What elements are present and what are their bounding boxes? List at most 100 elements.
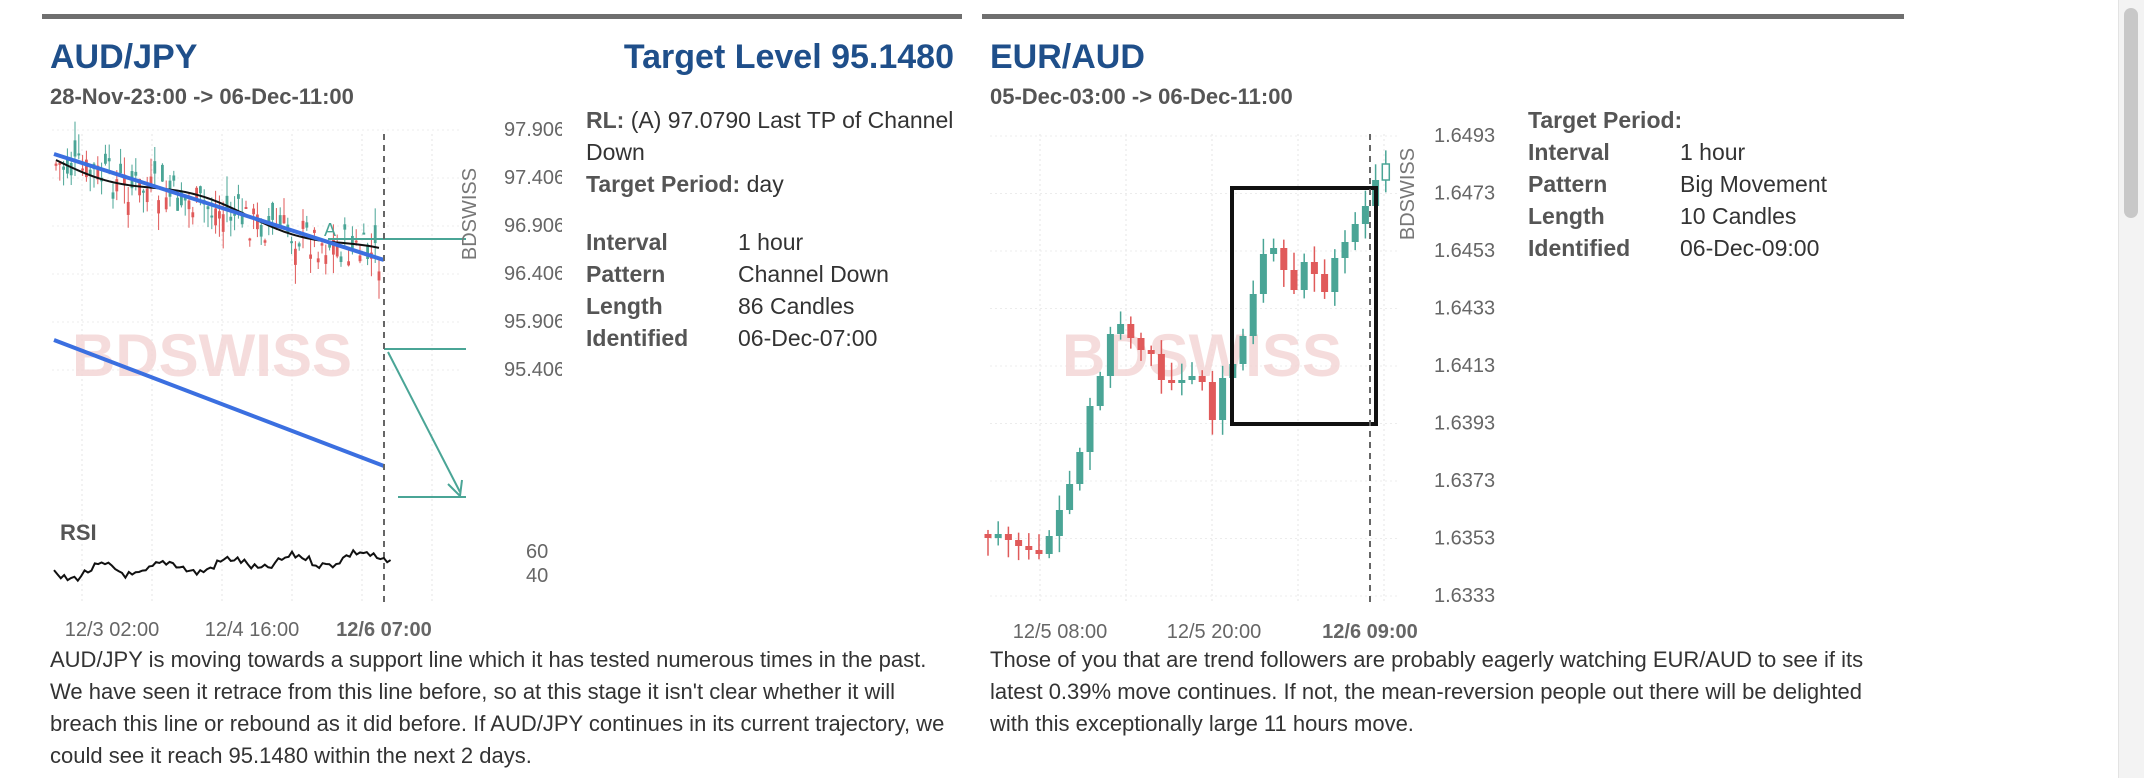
y-tick-label: 1.6333	[1434, 585, 1495, 607]
candle-body	[1055, 510, 1063, 536]
candle-body	[85, 159, 88, 178]
candle-body	[115, 179, 119, 192]
candle-body	[126, 201, 130, 215]
candle-body	[259, 225, 263, 237]
candle-body	[1331, 258, 1339, 292]
candle-body	[1310, 262, 1318, 274]
info-row-length: Length 10 Candles	[1528, 203, 1797, 229]
candle-body	[1004, 534, 1012, 540]
rsi-tick-label: 40	[526, 565, 548, 587]
candle-body	[69, 162, 73, 176]
candle-body	[297, 243, 301, 247]
candle-body	[316, 258, 320, 263]
pattern-panel-audjpy: AUD/JPY Target Level 95.1480 28-Nov-23:0…	[42, 14, 962, 774]
candle-body	[1300, 262, 1308, 290]
candle-body	[104, 153, 107, 164]
candle-body	[1137, 338, 1145, 350]
pair-title[interactable]: EUR/AUD	[990, 38, 1145, 76]
channel-upper-line	[53, 152, 385, 262]
info-row-pattern: Pattern Channel Down	[586, 261, 889, 287]
candle-body	[111, 192, 115, 199]
y-tick-label: 96.4066	[504, 263, 562, 285]
y-tick-label: 1.6433	[1434, 298, 1495, 320]
candle-body	[229, 216, 233, 221]
audjpy-chart: BDSWISS A BDSWISS 97.906697.406696.90669…	[52, 119, 562, 641]
candle-body	[301, 220, 305, 229]
candle-body	[1178, 380, 1186, 383]
candle-body	[73, 140, 77, 157]
target-period-label: Target Period:	[1528, 107, 1683, 133]
candle-body	[1157, 354, 1165, 380]
candle-body	[218, 211, 221, 219]
y-tick-label: 95.9066	[504, 311, 562, 333]
candles	[984, 150, 1391, 561]
brand-vertical: BDSWISS	[459, 168, 481, 260]
panel-divider	[42, 14, 962, 19]
target-period-label: Target Period:	[586, 171, 741, 197]
x-tick-label: 12/6 07:00	[336, 619, 432, 641]
rl-value: (A) 97.0790 Last TP of Channel Down	[586, 107, 954, 165]
candle-body	[199, 186, 202, 194]
candle-body	[332, 239, 335, 255]
scrollbar-thumb[interactable]	[2124, 8, 2138, 218]
candle-body	[282, 215, 286, 224]
candle-body	[309, 254, 312, 259]
date-range: 05-Dec-03:00 -> 06-Dec-11:00	[990, 84, 1293, 109]
candle-body	[1361, 206, 1369, 224]
rsi-line	[53, 548, 392, 583]
candle-body	[107, 158, 111, 162]
candle-body	[1147, 350, 1155, 354]
candle-body	[1259, 254, 1267, 294]
candle-body	[88, 169, 92, 176]
y-tick-label: 96.9066	[504, 215, 562, 237]
pattern-info: RL: (A) 97.0790 Last TP of Channel Down …	[586, 104, 962, 354]
panel-divider	[982, 14, 1904, 19]
candle-body	[1239, 336, 1247, 364]
candle-body	[240, 211, 244, 225]
candle-body	[1076, 452, 1084, 484]
pair-title[interactable]: AUD/JPY	[50, 38, 198, 76]
candle-body	[183, 197, 187, 201]
point-a-label: A	[324, 220, 336, 240]
x-tick-label: 12/4 16:00	[205, 619, 300, 641]
grid	[990, 134, 1400, 604]
candle-body	[1198, 376, 1206, 382]
candle-body	[1341, 242, 1349, 258]
info-row-identified: Identified 06-Dec-07:00	[586, 325, 878, 351]
candle-body	[377, 271, 381, 281]
candle-body	[1117, 324, 1125, 334]
x-tick-label: 12/5 08:00	[1013, 621, 1108, 643]
y-axis-labels: 97.9066 97.4066 96.9066 96.4066 95.9066 95.40…	[504, 119, 562, 381]
candle-body	[347, 261, 350, 266]
candle-body	[145, 188, 149, 203]
candle-body	[123, 174, 126, 185]
euraud-chart: BDSWISS BDSWISS 1.64931.64731.64531.6433…	[984, 125, 1495, 643]
y-tick-label: 97.9066	[504, 119, 562, 141]
candle-body	[172, 175, 176, 181]
candle-body	[328, 243, 331, 248]
candle-body	[1270, 248, 1278, 254]
candle-body	[290, 241, 293, 244]
candle-body	[294, 248, 297, 265]
info-row-interval: Interval 1 hour	[1528, 139, 1746, 165]
candle-body	[96, 165, 100, 180]
brand-vertical: BDSWISS	[1397, 148, 1419, 240]
candle-body	[267, 216, 271, 225]
candle-body	[1025, 546, 1033, 550]
pattern-panel-euraud: EUR/AUD 05-Dec-03:00 -> 06-Dec-11:00 BDS…	[982, 14, 1904, 774]
candle-body	[305, 222, 309, 228]
candle-body	[252, 208, 255, 215]
candle-body	[119, 163, 122, 174]
candle-body	[191, 212, 195, 218]
candle-body	[134, 171, 138, 176]
candle-body	[1096, 376, 1104, 406]
candle-body	[214, 208, 217, 226]
candle-body	[366, 244, 369, 259]
candle-body	[1015, 540, 1023, 546]
candle-body	[994, 534, 1002, 538]
info-row-identified: Identified 06-Dec-09:00	[1528, 235, 1820, 261]
x-axis-labels: 12/5 08:00 12/5 20:00 12/6 09:00	[1013, 621, 1418, 643]
target-period-value: day	[746, 171, 784, 197]
candle-body	[62, 166, 65, 170]
candle-body	[1106, 334, 1114, 376]
